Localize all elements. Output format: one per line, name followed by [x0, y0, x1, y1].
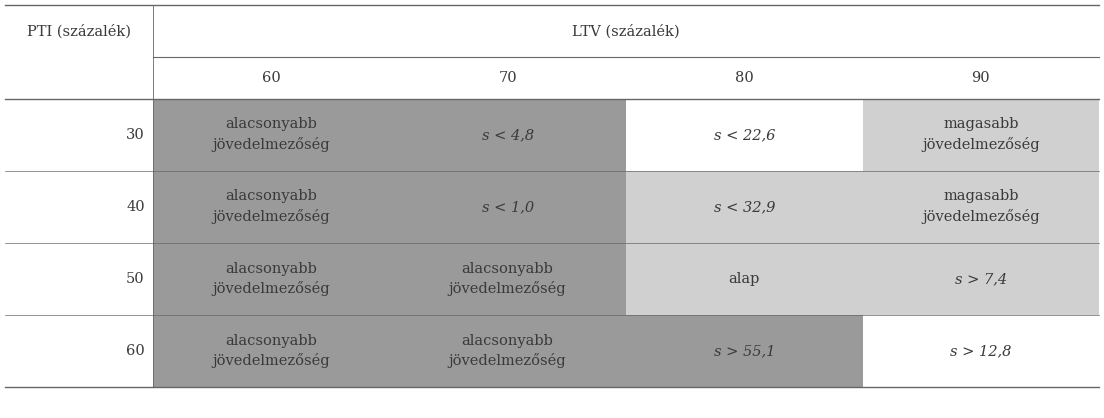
Bar — [862, 99, 1100, 171]
Bar — [152, 315, 390, 387]
Text: alacsonyabb
jövedelmezőség: alacsonyabb jövedelmezőség — [212, 334, 330, 369]
Text: 60: 60 — [126, 344, 145, 358]
Text: 80: 80 — [735, 71, 754, 85]
Bar — [390, 243, 626, 315]
Text: alacsonyabb
jövedelmezőség: alacsonyabb jövedelmezőség — [212, 262, 330, 296]
Text: alacsonyabb
jövedelmezőség: alacsonyabb jövedelmezőség — [212, 189, 330, 224]
Text: s > 12,8: s > 12,8 — [951, 344, 1011, 358]
Text: PTI (százalék): PTI (százalék) — [26, 24, 131, 38]
Text: 40: 40 — [126, 200, 145, 214]
Text: alacsonyabb
jövedelmezőség: alacsonyabb jövedelmezőség — [449, 262, 566, 296]
Bar — [626, 315, 862, 387]
Text: alap: alap — [729, 272, 760, 286]
Text: 50: 50 — [126, 272, 145, 286]
Bar — [152, 243, 390, 315]
Text: 60: 60 — [262, 71, 280, 85]
Text: magasabb
jövedelmezőség: magasabb jövedelmezőség — [922, 189, 1040, 224]
Text: s < 4,8: s < 4,8 — [481, 128, 533, 142]
Text: 70: 70 — [498, 71, 517, 85]
Text: alacsonyabb
jövedelmezőség: alacsonyabb jövedelmezőség — [449, 334, 566, 369]
Text: s > 55,1: s > 55,1 — [713, 344, 775, 358]
Bar — [862, 171, 1100, 243]
Bar — [390, 171, 626, 243]
Bar — [390, 315, 626, 387]
Text: s < 32,9: s < 32,9 — [713, 200, 775, 214]
Bar — [152, 171, 390, 243]
Text: alacsonyabb
jövedelmezőség: alacsonyabb jövedelmezőség — [212, 117, 330, 153]
Text: LTV (százalék): LTV (százalék) — [572, 24, 680, 38]
Bar — [152, 99, 390, 171]
Bar — [626, 243, 862, 315]
Text: 30: 30 — [126, 128, 145, 142]
Bar — [862, 243, 1100, 315]
Bar — [626, 171, 862, 243]
Bar — [390, 99, 626, 171]
Text: s < 1,0: s < 1,0 — [481, 200, 533, 214]
Bar — [862, 315, 1100, 387]
Bar — [626, 99, 862, 171]
Text: 90: 90 — [972, 71, 990, 85]
Text: s > 7,4: s > 7,4 — [955, 272, 1007, 286]
Text: s < 22,6: s < 22,6 — [713, 128, 775, 142]
Text: magasabb
jövedelmezőség: magasabb jövedelmezőség — [922, 117, 1040, 153]
